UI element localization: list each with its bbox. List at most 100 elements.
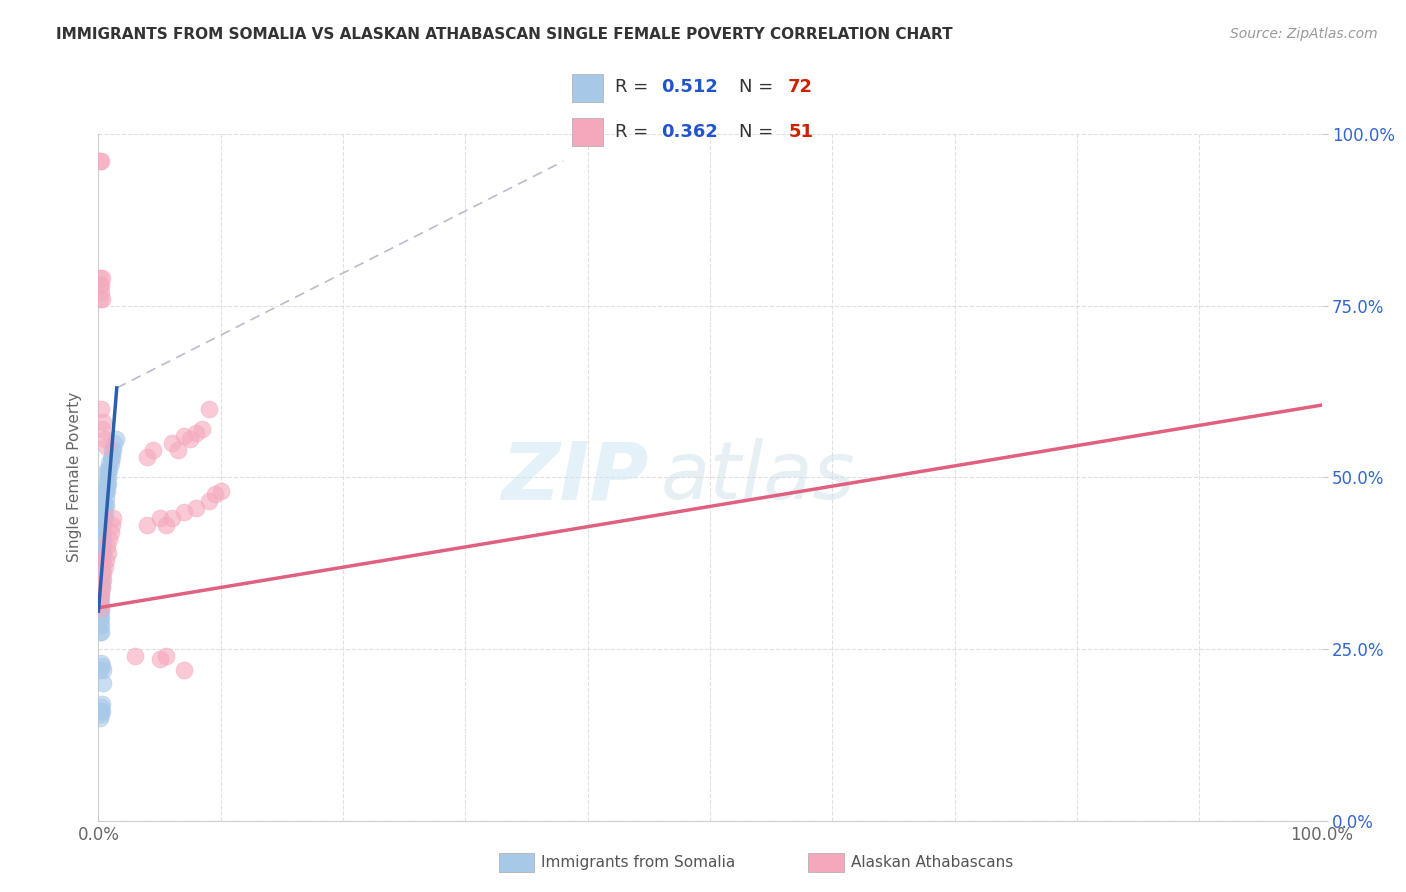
Point: [89, 663, 111, 677]
Text: Alaskan Athabascans: Alaskan Athabascans: [851, 855, 1012, 870]
Point: [136, 518, 159, 533]
Point: [91, 518, 114, 533]
Point: [96, 470, 118, 484]
Point: [94, 491, 117, 505]
Text: 0.512: 0.512: [661, 78, 718, 96]
Point: [98, 463, 121, 477]
Point: [91, 546, 114, 560]
Point: [90, 624, 112, 639]
Point: [91, 566, 114, 581]
Text: atlas: atlas: [661, 438, 856, 516]
Point: [89, 580, 111, 594]
Point: [89, 704, 111, 718]
Point: [90, 604, 112, 618]
Point: [93, 433, 115, 447]
Point: [93, 505, 115, 519]
Point: [91, 704, 114, 718]
Point: [90, 285, 112, 299]
Point: [96, 483, 118, 498]
Point: [89, 710, 111, 724]
Point: [91, 415, 114, 429]
Y-axis label: Single Female Poverty: Single Female Poverty: [67, 392, 83, 562]
Point: [90, 611, 112, 625]
Point: [89, 583, 111, 598]
Point: [186, 425, 208, 440]
Point: [89, 277, 111, 292]
Text: ZIP: ZIP: [502, 438, 650, 516]
Text: Immigrants from Somalia: Immigrants from Somalia: [541, 855, 735, 870]
Point: [91, 271, 114, 285]
Point: [91, 676, 114, 690]
Point: [204, 487, 226, 501]
Point: [94, 483, 117, 498]
Point: [93, 483, 115, 498]
Point: [91, 546, 114, 560]
Point: [101, 511, 124, 525]
Point: [91, 552, 114, 566]
Point: [91, 659, 114, 673]
Point: [91, 559, 114, 574]
Point: [90, 707, 112, 722]
Point: [97, 477, 120, 491]
Point: [96, 463, 118, 477]
Point: [100, 450, 122, 464]
Point: [160, 511, 183, 525]
Point: [91, 525, 114, 540]
Point: [91, 697, 114, 711]
Point: [167, 442, 190, 457]
Point: [149, 652, 172, 666]
Point: [94, 477, 117, 491]
Point: [90, 583, 112, 598]
Point: [101, 442, 124, 457]
Point: [136, 450, 159, 464]
Point: [97, 463, 120, 477]
Text: 0.362: 0.362: [661, 122, 718, 141]
Text: Source: ZipAtlas.com: Source: ZipAtlas.com: [1230, 27, 1378, 41]
Point: [179, 433, 201, 447]
Point: [91, 566, 114, 581]
Point: [89, 574, 111, 588]
Point: [91, 663, 114, 677]
Point: [103, 435, 125, 450]
Point: [97, 546, 120, 560]
Point: [173, 663, 195, 677]
Text: R =: R =: [614, 122, 654, 141]
Point: [89, 292, 111, 306]
Point: [90, 525, 112, 540]
Point: [124, 648, 146, 663]
Point: [90, 576, 112, 591]
Point: [89, 624, 111, 639]
Text: N =: N =: [738, 122, 779, 141]
Point: [91, 580, 114, 594]
Point: [98, 532, 121, 546]
Point: [91, 422, 114, 436]
Point: [91, 511, 114, 525]
Point: [160, 435, 183, 450]
Text: 51: 51: [789, 122, 813, 141]
Point: [91, 539, 114, 553]
Point: [91, 552, 114, 566]
Point: [149, 511, 172, 525]
Point: [94, 552, 117, 566]
Point: [90, 597, 112, 611]
Point: [91, 532, 114, 546]
Point: [100, 457, 122, 471]
Point: [90, 154, 112, 169]
Point: [96, 539, 118, 553]
Point: [91, 525, 114, 540]
Point: [90, 587, 112, 601]
Point: [197, 401, 219, 416]
Point: [89, 618, 111, 632]
Point: [91, 498, 114, 512]
Text: 72: 72: [789, 78, 813, 96]
Point: [101, 518, 124, 533]
Point: [101, 442, 124, 457]
Point: [91, 532, 114, 546]
Text: N =: N =: [738, 78, 779, 96]
Point: [91, 574, 114, 588]
Point: [100, 525, 122, 540]
FancyBboxPatch shape: [572, 119, 603, 146]
Point: [89, 604, 111, 618]
Point: [96, 477, 118, 491]
Point: [191, 422, 214, 436]
